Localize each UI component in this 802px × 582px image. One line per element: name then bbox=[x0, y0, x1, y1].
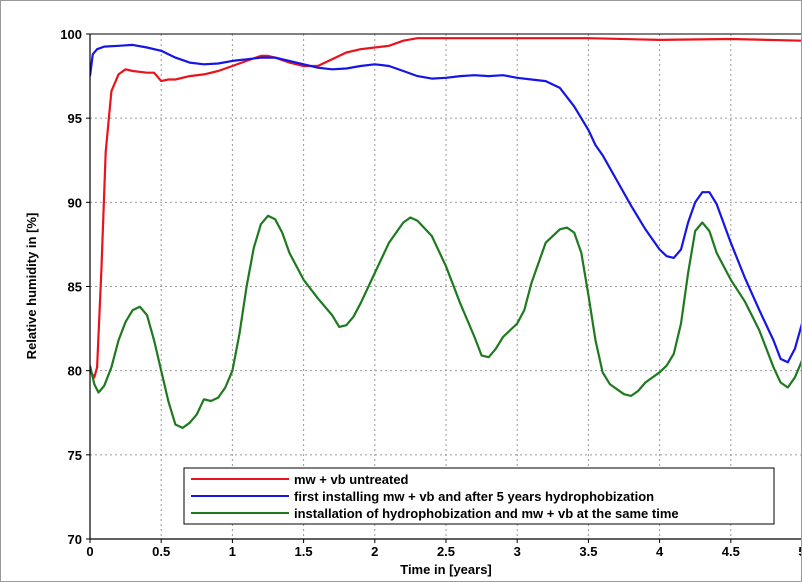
x-tick-label: 4.5 bbox=[722, 544, 740, 559]
legend: mw + vb untreated first installing mw + … bbox=[183, 467, 775, 525]
x-tick-label: 3.5 bbox=[579, 544, 597, 559]
x-tick-label: 2 bbox=[371, 544, 378, 559]
x-axis-label: Time in [years] bbox=[400, 562, 492, 577]
series-line-hydrophobization-after-5-years bbox=[90, 43, 801, 364]
series-line-simultaneous-installation bbox=[90, 214, 801, 429]
y-tick-label: 100 bbox=[60, 27, 82, 42]
x-tick-label: 2.5 bbox=[437, 544, 455, 559]
x-tick-label: 4 bbox=[656, 544, 664, 559]
x-tick-label: 0.5 bbox=[152, 544, 170, 559]
grid bbox=[90, 34, 801, 539]
legend-label-simultaneous-installation: installation of hydrophobization and mw … bbox=[294, 506, 679, 521]
x-tick-label: 0 bbox=[86, 544, 93, 559]
y-tick-label: 75 bbox=[68, 448, 82, 463]
y-tick-label: 85 bbox=[68, 280, 82, 295]
x-tick-label: 1.5 bbox=[295, 544, 313, 559]
y-axis-label: Relative humidity in [%] bbox=[24, 213, 39, 360]
x-tick-label: 1 bbox=[229, 544, 236, 559]
x-tick-label: 5 bbox=[798, 544, 801, 559]
series-group bbox=[90, 37, 801, 429]
legend-label-hydrophobization-after-5-years: first installing mw + vb and after 5 yea… bbox=[294, 489, 654, 504]
tick-labels: 0 0.5 1 1.5 2 2.5 3 3.5 4 4.5 5 70 75 80 85 90 95 100 bbox=[60, 27, 801, 559]
legend-label-untreated: mw + vb untreated bbox=[294, 472, 409, 487]
y-tick-label: 90 bbox=[68, 195, 82, 210]
y-tick-label: 95 bbox=[68, 111, 82, 126]
y-tick-label: 80 bbox=[68, 364, 82, 379]
x-tick-label: 3 bbox=[514, 544, 521, 559]
y-tick-label: 70 bbox=[68, 532, 82, 547]
axes bbox=[86, 33, 801, 543]
